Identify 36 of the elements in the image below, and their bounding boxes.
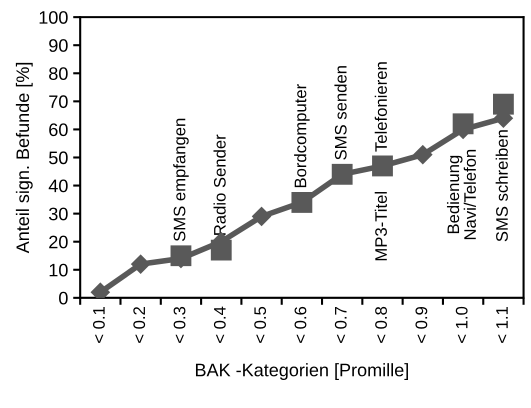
x-tick-label: < 1.1 (496, 306, 508, 343)
x-tick-label: < 1.0 (456, 306, 468, 343)
y-tick-label: 0 (59, 292, 68, 305)
point (413, 145, 432, 164)
annotation: Bordcomputer (294, 84, 310, 188)
annotation: SMS senden (334, 66, 347, 160)
point (252, 206, 272, 226)
x-tick-label: < 0.3 (174, 306, 186, 343)
annotation: SMS empfangen (173, 118, 189, 242)
point (131, 254, 150, 274)
x-tick-label: < 0.1 (93, 306, 105, 343)
x-tick-label: < 0.5 (254, 306, 266, 343)
y-tick-label: 10 (50, 264, 68, 276)
y-tick-label: 70 (49, 95, 68, 108)
annotation: MP3-Titel (374, 192, 387, 260)
annotation: Radio Sender (213, 134, 226, 235)
x-tick-label: < 0.7 (334, 307, 347, 343)
y-tick-label: 50 (49, 151, 68, 164)
y-tick-label: 80 (49, 67, 68, 80)
x-tick-label: < 0.2 (133, 307, 146, 343)
y-axis-title: Anteil sign. Befunde [%] (16, 62, 33, 254)
x-tick-label: < 0.8 (375, 306, 387, 343)
y-tick-label: 90 (49, 39, 68, 52)
point (492, 94, 514, 115)
x-tick-label: < 0.4 (214, 306, 226, 343)
y-tick-label: 40 (48, 179, 68, 192)
y-tick-label: 60 (49, 123, 68, 136)
annotation: Telefonieren (374, 62, 387, 152)
y-tick-label: 30 (48, 208, 68, 220)
y-tick-label: 100 (40, 11, 68, 24)
x-tick-label: < 0.9 (415, 306, 428, 343)
annotation: SMS schreiben (496, 130, 508, 242)
x-tick-label: < 0.6 (294, 306, 306, 343)
y-tick-label: 20 (49, 236, 68, 248)
x-axis-title: BAK -Kategorien [Promille] (196, 363, 408, 380)
annotation: Bedienung Navi/Telefon (446, 150, 476, 240)
